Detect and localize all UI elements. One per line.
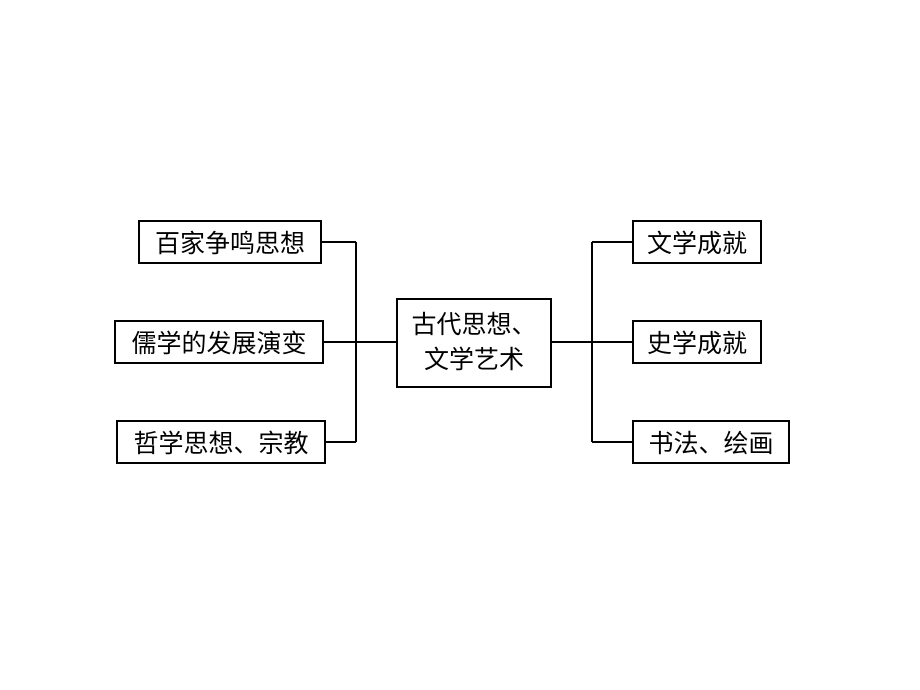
- left-node-0: 百家争鸣思想: [138, 220, 322, 264]
- connector-h: [592, 441, 632, 443]
- connector-h: [592, 341, 632, 343]
- left-node-1-label: 儒学的发展演变: [131, 324, 306, 360]
- right-node-0-label: 文学成就: [647, 224, 747, 260]
- left-node-0-label: 百家争鸣思想: [155, 224, 305, 260]
- connector-h: [356, 341, 396, 343]
- left-node-1: 儒学的发展演变: [114, 320, 324, 364]
- right-node-2-label: 书法、绘画: [648, 424, 773, 460]
- right-node-1-label: 史学成就: [647, 324, 747, 360]
- left-node-2-label: 哲学思想、宗教: [133, 424, 308, 460]
- center-line2: 文学艺术: [424, 343, 524, 378]
- connector-h: [322, 241, 356, 243]
- right-node-2: 书法、绘画: [632, 420, 790, 464]
- connector-h: [592, 241, 632, 243]
- connector-h: [324, 341, 356, 343]
- center-line1: 古代思想、: [411, 308, 536, 343]
- right-node-0: 文学成就: [632, 220, 762, 264]
- center-node: 古代思想、 文学艺术: [396, 298, 552, 388]
- left-node-2: 哲学思想、宗教: [116, 420, 326, 464]
- connector-h: [552, 341, 592, 343]
- connector-h: [326, 441, 356, 443]
- right-node-1: 史学成就: [632, 320, 762, 364]
